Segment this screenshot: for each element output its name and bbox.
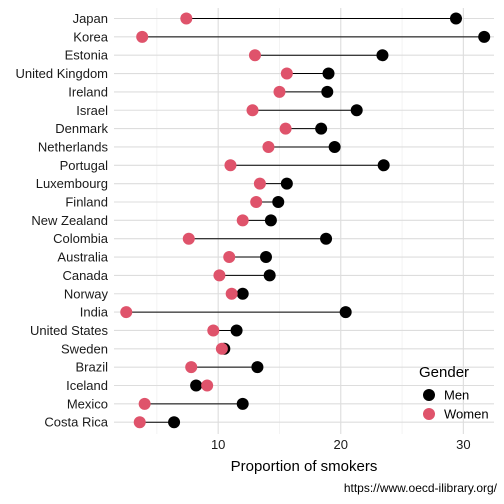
point-women-10 [250,196,263,208]
point-men-12 [320,232,333,245]
y-tick-label: Luxembourg [36,176,108,191]
y-tick-label: Sweden [61,341,108,356]
x-tick-label: 20 [334,437,348,452]
point-women-11 [236,214,249,227]
point-women-18 [215,342,228,355]
point-women-2 [248,49,261,62]
point-men-10 [272,196,285,208]
y-tick-label: Iceland [66,378,108,393]
point-men-4 [321,85,334,98]
point-women-17 [207,324,220,337]
y-tick-label: Brazil [75,360,108,375]
point-women-12 [182,232,195,245]
point-women-1 [136,30,149,43]
point-men-19 [251,361,264,374]
point-women-19 [185,361,198,374]
y-tick-label: Portugal [60,158,109,173]
legend: Gender Men Women [419,364,489,422]
point-women-15 [225,287,238,300]
point-women-6 [279,122,292,135]
y-tick-label: New Zealand [31,213,108,228]
y-tick-label: India [80,305,109,320]
point-women-20 [201,379,214,392]
y-tick-label: Netherlands [38,139,109,154]
y-tick-label: Costa Rica [44,415,108,430]
point-men-2 [376,49,389,62]
data-points [120,12,491,429]
x-axis-title: Proportion of smokers [231,458,378,475]
y-tick-label: Canada [62,268,108,283]
y-tick-label: Australia [57,250,108,265]
point-men-14 [263,269,276,282]
point-women-5 [246,104,259,117]
point-men-21 [236,397,249,410]
legend-label-0: Men [444,388,469,403]
point-men-17 [230,324,243,337]
y-tick-label: Korea [73,29,108,44]
point-men-9 [280,177,293,190]
y-tick-label: Mexico [67,396,108,411]
y-tick-label: Finland [65,195,108,210]
point-men-8 [377,159,390,172]
point-men-22 [168,416,181,429]
y-tick-label: United Kingdom [16,66,109,81]
x-tick-label: 10 [211,437,225,452]
y-tick-label: Estonia [65,48,109,63]
legend-title: Gender [419,364,469,381]
point-men-6 [315,122,328,135]
point-women-13 [223,251,236,264]
y-tick-labels: Japan Korea Estonia United Kingdom Ireland Is… [16,11,109,430]
x-tick-labels: 10 20 30 [211,437,471,452]
caption-source: https://www.oecd-ilibrary.org/ [344,481,498,495]
y-tick-label: Japan [73,11,108,26]
point-men-16 [339,306,352,319]
point-women-16 [120,306,133,319]
point-women-14 [213,269,226,282]
point-women-0 [180,12,193,25]
y-tick-label: Ireland [68,84,108,99]
y-tick-label: Israel [76,103,108,118]
x-tick-label: 30 [456,437,470,452]
point-women-7 [262,140,275,153]
y-tick-label: United States [30,323,109,338]
legend-label-1: Women [444,407,489,422]
point-women-8 [224,159,237,172]
point-men-3 [322,67,335,80]
point-men-5 [350,104,363,117]
point-women-21 [138,397,151,410]
point-men-11 [264,214,277,227]
point-men-0 [450,12,462,25]
point-men-13 [260,251,272,264]
point-women-4 [273,85,286,98]
point-men-1 [478,30,491,43]
point-men-20 [190,379,203,392]
point-women-3 [280,67,293,80]
point-women-22 [133,416,146,429]
point-men-7 [328,140,341,153]
legend-key-0 [423,389,435,401]
y-tick-label: Norway [64,286,109,301]
point-women-9 [253,177,266,190]
legend-key-1 [423,408,435,420]
y-tick-label: Denmark [55,121,108,136]
point-men-15 [236,287,249,300]
y-tick-label: Colombia [53,231,109,246]
